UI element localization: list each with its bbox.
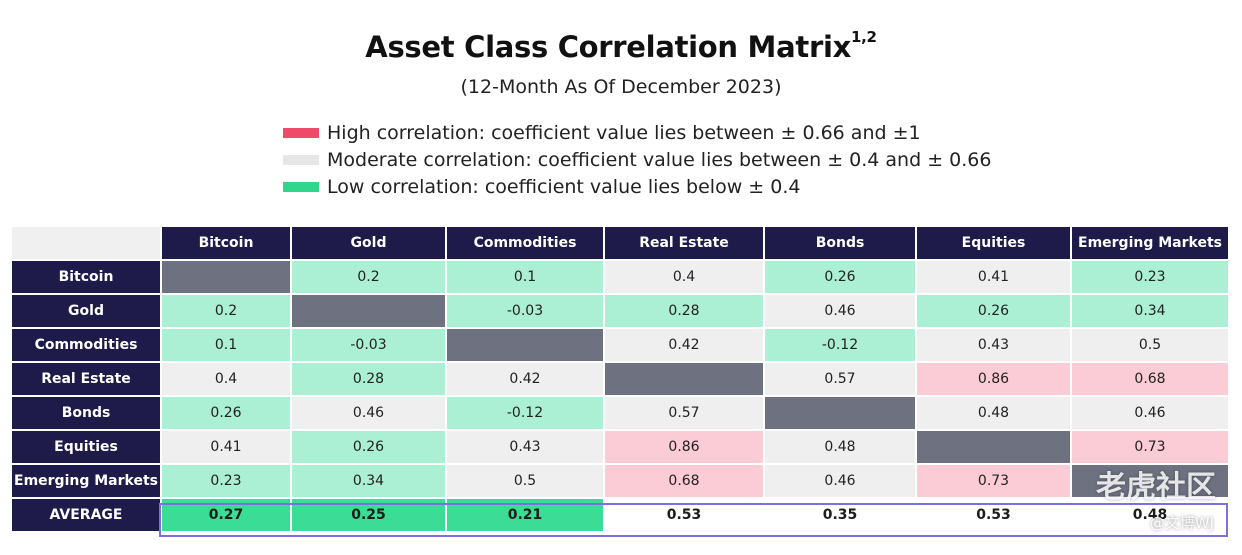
matrix-cell-diagonal <box>1072 465 1228 497</box>
chart-title: Asset Class Correlation Matrix1,2 <box>0 28 1242 64</box>
average-cell-bonds: 0.35 <box>765 499 915 531</box>
legend-item-low: Low correlation: coefficient value lies … <box>283 173 991 200</box>
matrix-cell-bonds-equities: 0.48 <box>917 397 1070 429</box>
legend-label-high: High correlation: coefficient value lies… <box>327 121 921 144</box>
matrix-body: Bitcoin 0.2 0.1 0.4 0.26 0.41 0.23 Gold 0.2 -0.03… <box>12 261 1228 531</box>
row-header-commodities: Commodities <box>12 329 160 361</box>
matrix-cell-bonds-commodities: -0.12 <box>447 397 603 429</box>
legend-swatch-low <box>283 181 319 192</box>
title-footnote-marker: 1,2 <box>851 28 877 47</box>
average-cell-bitcoin: 0.27 <box>162 499 290 531</box>
average-cell-commodities: 0.21 <box>447 499 603 531</box>
matrix-row-real-estate: Real Estate 0.4 0.28 0.42 0.57 0.86 0.68 <box>12 363 1228 395</box>
legend-item-moderate: Moderate correlation: coefficient value … <box>283 146 991 173</box>
matrix-cell-real-estate-bonds: 0.57 <box>765 363 915 395</box>
matrix-cell-gold-emerging-markets: 0.34 <box>1072 295 1228 327</box>
matrix-cell-bonds-bitcoin: 0.26 <box>162 397 290 429</box>
col-header-emerging-markets: Emerging Markets <box>1072 227 1228 259</box>
matrix-cell-bitcoin-emerging-markets: 0.23 <box>1072 261 1228 293</box>
matrix-cell-commodities-gold: -0.03 <box>292 329 445 361</box>
matrix-cell-emerging-markets-bonds: 0.46 <box>765 465 915 497</box>
matrix-cell-bonds-real-estate: 0.57 <box>605 397 763 429</box>
matrix-row-commodities: Commodities 0.1 -0.03 0.42 -0.12 0.43 0.5 <box>12 329 1228 361</box>
legend-swatch-moderate <box>283 154 319 165</box>
matrix-row-bonds: Bonds 0.26 0.46 -0.12 0.57 0.48 0.46 <box>12 397 1228 429</box>
matrix-row-emerging-markets: Emerging Markets 0.23 0.34 0.5 0.68 0.46 0.73 <box>12 465 1228 497</box>
matrix-cell-diagonal <box>765 397 915 429</box>
matrix-cell-real-estate-equities: 0.86 <box>917 363 1070 395</box>
matrix-cell-real-estate-emerging-markets: 0.68 <box>1072 363 1228 395</box>
col-header-commodities: Commodities <box>447 227 603 259</box>
row-header-real-estate: Real Estate <box>12 363 160 395</box>
matrix-cell-emerging-markets-equities: 0.73 <box>917 465 1070 497</box>
matrix-cell-commodities-equities: 0.43 <box>917 329 1070 361</box>
matrix-cell-commodities-emerging-markets: 0.5 <box>1072 329 1228 361</box>
matrix-cell-equities-gold: 0.26 <box>292 431 445 463</box>
matrix-cell-emerging-markets-bitcoin: 0.23 <box>162 465 290 497</box>
matrix-cell-gold-bitcoin: 0.2 <box>162 295 290 327</box>
row-header-emerging-markets: Emerging Markets <box>12 465 160 497</box>
matrix-cell-bonds-emerging-markets: 0.46 <box>1072 397 1228 429</box>
matrix-cell-real-estate-gold: 0.28 <box>292 363 445 395</box>
col-header-equities: Equities <box>917 227 1070 259</box>
matrix-cell-commodities-bonds: -0.12 <box>765 329 915 361</box>
legend-label-moderate: Moderate correlation: coefficient value … <box>327 148 992 171</box>
row-header-equities: Equities <box>12 431 160 463</box>
matrix-cell-bonds-gold: 0.46 <box>292 397 445 429</box>
matrix-cell-emerging-markets-real-estate: 0.68 <box>605 465 763 497</box>
matrix-cell-equities-commodities: 0.43 <box>447 431 603 463</box>
matrix-cell-real-estate-bitcoin: 0.4 <box>162 363 290 395</box>
matrix-cell-diagonal <box>292 295 445 327</box>
matrix-cell-emerging-markets-commodities: 0.5 <box>447 465 603 497</box>
average-cell-real-estate: 0.53 <box>605 499 763 531</box>
chart-subtitle: (12-Month As Of December 2023) <box>460 76 782 98</box>
matrix-cell-emerging-markets-gold: 0.34 <box>292 465 445 497</box>
legend-label-low: Low correlation: coefficient value lies … <box>327 175 801 198</box>
row-header-bonds: Bonds <box>12 397 160 429</box>
legend-swatch-high <box>283 127 319 138</box>
matrix-cell-real-estate-commodities: 0.42 <box>447 363 603 395</box>
matrix-cell-equities-emerging-markets: 0.73 <box>1072 431 1228 463</box>
matrix-cell-gold-real-estate: 0.28 <box>605 295 763 327</box>
matrix-cell-gold-bonds: 0.46 <box>765 295 915 327</box>
matrix-row-bitcoin: Bitcoin 0.2 0.1 0.4 0.26 0.41 0.23 <box>12 261 1228 293</box>
watermark: 老虎社区 <box>1096 470 1216 505</box>
average-cell-equities: 0.53 <box>917 499 1070 531</box>
col-header-bitcoin: Bitcoin <box>162 227 290 259</box>
row-header-gold: Gold <box>12 295 160 327</box>
matrix-cell-diagonal <box>917 431 1070 463</box>
col-header-bonds: Bonds <box>765 227 915 259</box>
matrix-row-equities: Equities 0.41 0.26 0.43 0.86 0.48 0.73 <box>12 431 1228 463</box>
average-cell-gold: 0.25 <box>292 499 445 531</box>
row-header-average: AVERAGE <box>12 499 160 531</box>
matrix-cell-gold-equities: 0.26 <box>917 295 1070 327</box>
watermark-author: @文博WJ <box>1149 514 1214 532</box>
matrix-cell-commodities-real-estate: 0.42 <box>605 329 763 361</box>
col-header-gold: Gold <box>292 227 445 259</box>
matrix-cell-bitcoin-real-estate: 0.4 <box>605 261 763 293</box>
matrix-cell-equities-bonds: 0.48 <box>765 431 915 463</box>
legend-item-high: High correlation: coefficient value lies… <box>283 119 991 146</box>
matrix-cell-bitcoin-equities: 0.41 <box>917 261 1070 293</box>
matrix-cell-diagonal <box>447 329 603 361</box>
col-header-real-estate: Real Estate <box>605 227 763 259</box>
matrix-row-gold: Gold 0.2 -0.03 0.28 0.46 0.26 0.34 <box>12 295 1228 327</box>
matrix-cell-commodities-bitcoin: 0.1 <box>162 329 290 361</box>
matrix-cell-gold-commodities: -0.03 <box>447 295 603 327</box>
matrix-corner <box>12 227 160 259</box>
matrix-row-average: AVERAGE 0.27 0.25 0.21 0.53 0.35 0.53 0.48 <box>12 499 1228 531</box>
matrix-cell-equities-real-estate: 0.86 <box>605 431 763 463</box>
row-header-bitcoin: Bitcoin <box>12 261 160 293</box>
matrix-cell-bitcoin-commodities: 0.1 <box>447 261 603 293</box>
legend: High correlation: coefficient value lies… <box>283 119 991 200</box>
chart-title-text: Asset Class Correlation Matrix <box>365 30 851 64</box>
matrix-cell-bitcoin-gold: 0.2 <box>292 261 445 293</box>
matrix-cell-diagonal <box>605 363 763 395</box>
matrix-cell-diagonal <box>162 261 290 293</box>
matrix-cell-equities-bitcoin: 0.41 <box>162 431 290 463</box>
correlation-matrix: Bitcoin Gold Commodities Real Estate Bon… <box>10 225 1230 533</box>
header-row: Bitcoin Gold Commodities Real Estate Bon… <box>12 227 1228 259</box>
matrix-cell-bitcoin-bonds: 0.26 <box>765 261 915 293</box>
